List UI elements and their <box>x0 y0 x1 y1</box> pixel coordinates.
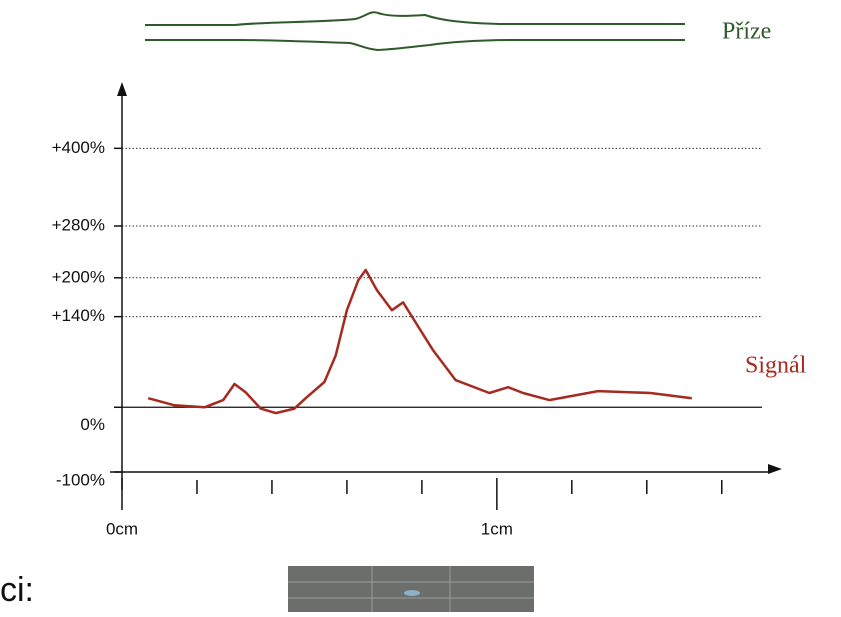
y-tick-label: +200% <box>52 267 105 286</box>
legend-label: Signál <box>745 353 807 379</box>
thumbnail-image <box>288 566 534 612</box>
signal-line <box>147 268 692 415</box>
y-axis-arrow <box>117 82 127 96</box>
y-tick-label: +140% <box>52 306 105 325</box>
x-tick-label: 1cm <box>481 519 513 538</box>
x-axis-arrow <box>768 464 782 474</box>
y-tick-label: -100% <box>56 470 105 489</box>
yarn-drawing <box>145 11 685 52</box>
yarn-label: Příze <box>722 19 771 45</box>
y-tick-label: +280% <box>52 215 105 234</box>
y-tick-label: +400% <box>52 138 105 157</box>
footer-text: ci: <box>0 571 34 609</box>
y-tick-label: 0% <box>80 415 105 434</box>
x-tick-label: 0cm <box>106 519 138 538</box>
